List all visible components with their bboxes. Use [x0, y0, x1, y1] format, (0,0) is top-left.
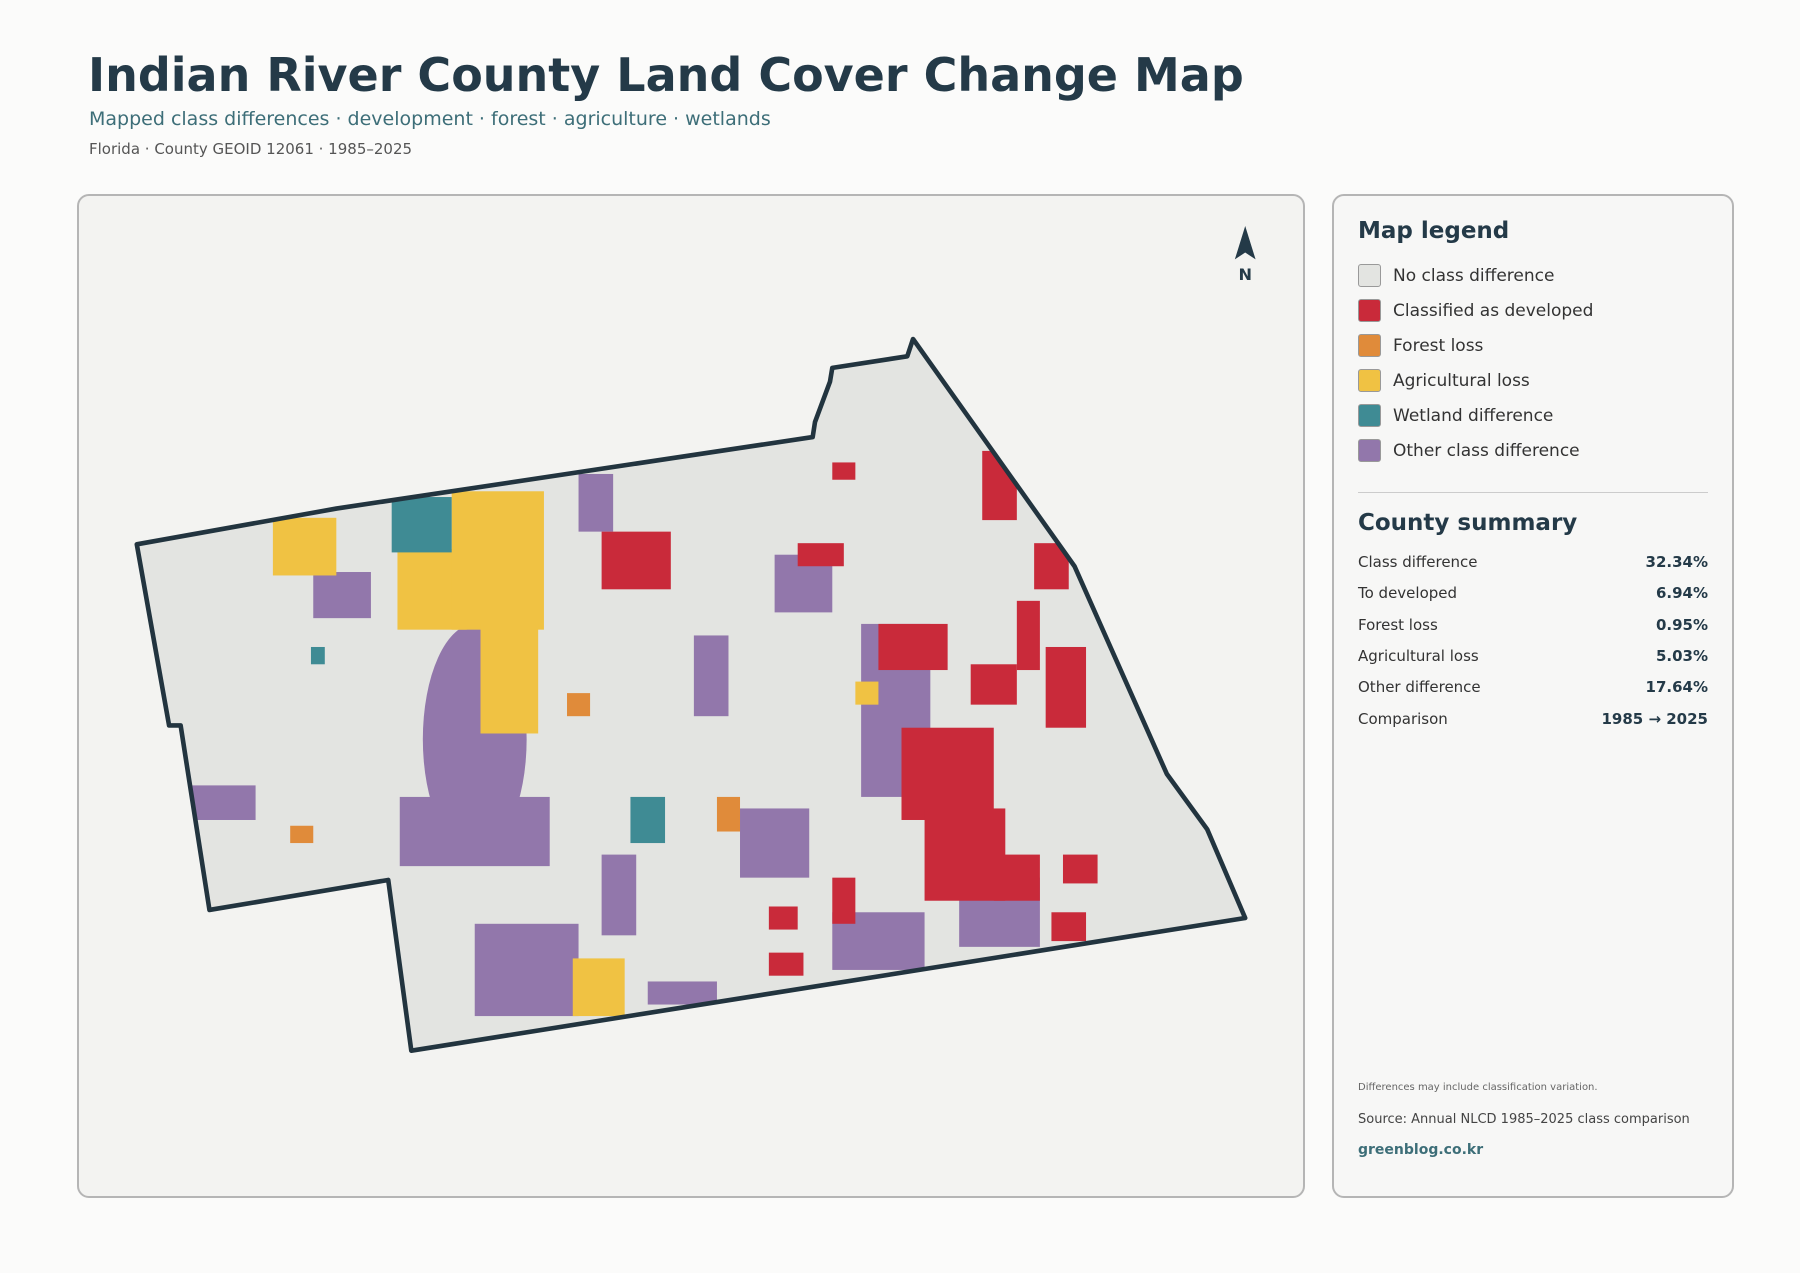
legend-item: No class difference [1358, 264, 1554, 287]
legend-label: Wetland difference [1393, 405, 1554, 426]
note: Differences may include classification v… [1358, 1082, 1598, 1093]
summary-label: To developed [1358, 584, 1458, 603]
county-outline [134, 336, 1248, 1053]
legend-swatch [1358, 439, 1381, 462]
summary-row: Agricultural loss 5.03% [1358, 647, 1708, 665]
summary-row: Other difference 17.64% [1358, 678, 1708, 696]
legend-swatch [1358, 299, 1381, 322]
legend-label: Agricultural loss [1393, 370, 1530, 391]
legend-label: No class difference [1393, 265, 1555, 286]
summary-value: 0.95% [1655, 615, 1708, 634]
legend-label: Forest loss [1393, 335, 1484, 356]
summary-row: Forest loss 0.95% [1358, 616, 1708, 634]
summary-row: To developed 6.94% [1358, 584, 1708, 602]
legend-swatch [1358, 264, 1381, 287]
side-panel: Map legend No class difference Classified… [1332, 194, 1734, 1198]
legend-title: Map legend [1358, 218, 1510, 244]
legend-swatch [1358, 369, 1381, 392]
north-label: N [1238, 265, 1252, 284]
north-arrow [1234, 225, 1256, 260]
legend-label: Other class difference [1393, 440, 1580, 461]
title: Indian River County Land Cover Change Ma… [88, 48, 1244, 102]
summary-label: Comparison [1358, 709, 1448, 728]
summary-label: Other difference [1358, 678, 1481, 697]
site: greenblog.co.kr [1358, 1142, 1484, 1158]
legend-item: Classified as developed [1358, 299, 1593, 322]
meta: Florida · County GEOID 12061 · 1985–2025 [89, 140, 413, 158]
change-patches [186, 450, 1098, 1017]
summary-value: 32.34% [1645, 553, 1708, 571]
summary-row: Comparison 1985 → 2025 [1358, 710, 1708, 728]
legend-item: Wetland difference [1358, 404, 1553, 427]
source: Source: Annual NLCD 1985–2025 class comp… [1358, 1112, 1690, 1127]
summary-row: Class difference 32.34% [1358, 553, 1708, 571]
summary-label: Agricultural loss [1358, 646, 1479, 665]
legend-label: Classified as developed [1393, 300, 1594, 321]
map-panel: N [77, 194, 1305, 1198]
legend-item: Forest loss [1358, 334, 1483, 357]
summary-value: 1985 → 2025 [1601, 709, 1708, 728]
summary-value: 17.64% [1645, 678, 1708, 697]
separator [1358, 492, 1708, 493]
summary-value: 6.94% [1655, 584, 1708, 603]
legend-item: Agricultural loss [1358, 369, 1530, 392]
summary-label: Class difference [1358, 553, 1478, 571]
legend-item: Other class difference [1358, 439, 1580, 462]
summary-label: Forest loss [1358, 615, 1438, 634]
summary-title: County summary [1358, 510, 1578, 536]
summary-value: 5.03% [1655, 646, 1708, 665]
map: N [134, 225, 1256, 1053]
legend-swatch [1358, 404, 1381, 427]
subtitle: Mapped class differences · development ·… [89, 108, 771, 130]
legend-swatch [1358, 334, 1381, 357]
